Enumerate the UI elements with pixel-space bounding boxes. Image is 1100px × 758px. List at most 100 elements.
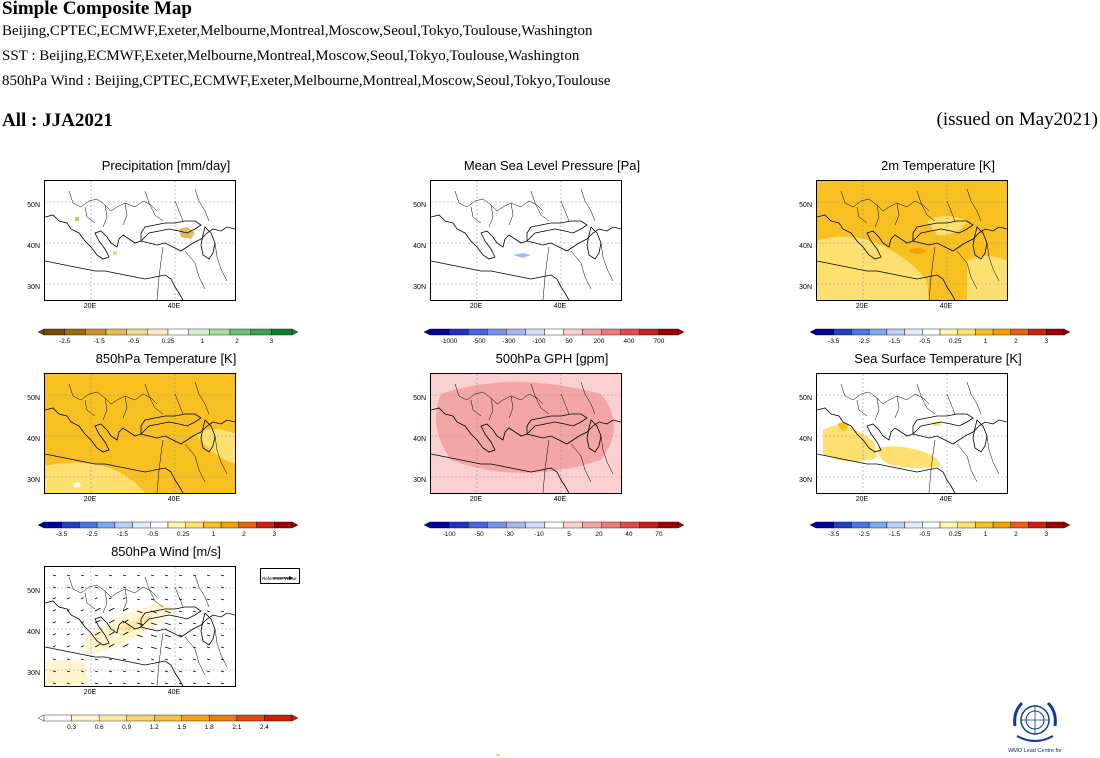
colorbar-swatch [467,328,488,336]
colorbar-swatch [188,328,210,336]
colorbar-swatch [71,714,100,722]
colorbar-tick-label: 3 [269,338,273,345]
lat-label: 50N [27,588,40,595]
colorbar-swatch [61,521,80,529]
wind-vector [164,670,169,673]
lon-label: 40E [553,496,567,503]
wind-vector [66,621,70,624]
lat-label: 30N [27,670,40,677]
wind-vector [164,574,169,577]
colorbar-swatch [147,328,169,336]
colorbar-tick-label: 0.3 [67,724,76,731]
panel-title: Precipitation [mm/day] [101,158,231,173]
wind-vector [108,574,113,577]
wind-vector [122,619,129,624]
black-sea [140,606,202,628]
colorbar-tick-label: -1.5 [93,338,105,345]
wind-vector [94,643,101,648]
wind-vector [80,621,84,624]
wind-vector [192,646,197,649]
wind-vector [150,598,155,601]
wind-vector [178,634,183,637]
map-mslp [430,180,622,301]
colorbar-tick-label: 0.6 [95,724,104,731]
panel-t850: 850hPa Temperature [K] 50N 40N 30N 20E 40E -3.… [16,351,316,541]
colorbar-swatch [256,521,275,529]
colorbar-tick-label: -10 [534,531,544,538]
colorbar-swatch [429,521,450,529]
wind-vector [122,670,127,673]
wind-vector [94,682,99,685]
wind-vector [136,634,143,638]
black-sea [912,413,974,435]
colorbar-tick-label: 1.5 [177,724,186,731]
wind-vector [108,643,115,648]
wind-vector [206,598,211,601]
colorbar-tick-label: -2.5 [59,338,71,345]
colorbar: -100 -50 -30 -10 5 20 40 70 [402,521,702,541]
colorbar-swatch [1046,328,1065,336]
colorbar-tick-label: 2 [1014,531,1018,538]
lat-label: 30N [413,284,426,291]
colorbar-swatch [922,328,941,336]
colorbar-swatch [975,328,994,336]
colorbar-swatch [851,328,870,336]
colorbar-swatch [238,521,257,529]
colorbar-tick-label: 5 [567,531,571,538]
colorbar-swatch [833,328,852,336]
country-borders [840,188,1000,300]
sst-members-line: SST : Beijing,ECMWF,Exeter,Melbourne,Mon… [2,48,580,64]
wind-vector [52,609,56,612]
lon-label: 20E [83,689,97,696]
lat-label: 50N [799,202,812,209]
wind-vector [66,645,70,648]
coastline [431,407,621,453]
colorbar-swatch [639,521,660,529]
panel-title: 500hPa GPH [gpm] [495,351,609,366]
colorbar-tick-label: 1 [984,531,988,538]
colorbar-swatch [1010,521,1029,529]
wind-vector [80,586,85,589]
colorbar-swatch [658,328,679,336]
colorbar-tick-label: -100 [443,531,456,538]
colorbar-swatch [126,328,148,336]
wind-vector [66,609,70,612]
wind-vector [192,658,197,661]
colorbar-swatch [620,328,641,336]
colorbar-swatch [274,521,293,529]
wind-vector [206,634,211,637]
wind-vector [150,646,157,650]
colorbar-swatch [79,521,98,529]
lat-label: 40N [799,243,812,250]
colorbar-swatch [886,328,905,336]
colorbar-tick-label: -0.5 [128,338,140,345]
black-sea [526,413,588,435]
wind-vector [136,658,141,661]
wind-vector [122,658,127,661]
wind-vector [164,682,169,685]
colorbar-swatch [582,328,602,336]
colorbar-swatch [85,328,107,336]
caspian-sea [200,419,216,453]
country-borders [454,188,614,300]
panel-mslp: Mean Sea Level Pressure [Pa] 50N 40N 30N 20E… [402,158,702,348]
panel-gph500: 500hPa GPH [gpm] 50N 40N 30N 20E 40E -100 -50 -3… [402,351,702,541]
colorbar-swatch [64,328,86,336]
lon-label: 20E [855,303,869,310]
stray-mark [496,754,500,756]
wind-vector [164,634,171,638]
caspian-sea [586,419,602,453]
wind-vector [122,643,129,648]
wind-vector [122,631,129,636]
colorbar-swatch [992,521,1012,529]
colorbar-swatch [105,328,127,336]
colorbar-swatch [833,521,852,529]
colorbar-swatch [114,521,133,529]
lat-label: 40N [27,436,40,443]
colorbar-tick-label: -50 [474,531,484,538]
wind-vector [66,670,71,673]
wind-vector [178,646,183,649]
lon-label: 20E [83,303,97,310]
colorbar: -2.5 -1.5 -0.5 0.25 1 2 3 [16,328,316,348]
colorbar-swatch [236,714,265,722]
